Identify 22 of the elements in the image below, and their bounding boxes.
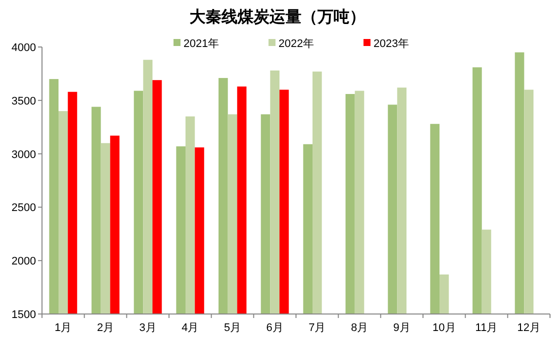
x-tick-label: 2月	[96, 322, 114, 334]
x-tick-label: 9月	[393, 322, 410, 334]
legend-label: 2023年	[374, 38, 409, 50]
y-tick-label: 3500	[12, 95, 36, 108]
y-tick-label: 1500	[12, 309, 36, 321]
y-tick-label: 2500	[12, 202, 36, 214]
y-tick-label: 2000	[12, 256, 36, 268]
y-tick-label: 3000	[12, 148, 36, 161]
x-tick-label: 5月	[224, 322, 242, 334]
x-tick-label: 11月	[475, 322, 498, 334]
x-tick-label: 10月	[432, 322, 456, 334]
y-tick-label: 4000	[12, 42, 36, 54]
legend-label: 2021年	[184, 38, 219, 50]
x-tick-label: 7月	[308, 322, 326, 334]
x-tick-label: 3月	[139, 322, 156, 334]
chart-title: 大秦线煤炭运量（万吨）	[190, 8, 366, 26]
x-tick-label: 1月	[54, 322, 72, 334]
x-tick-label: 8月	[350, 322, 368, 334]
legend-label: 2022年	[278, 38, 314, 50]
x-tick-label: 4月	[182, 322, 199, 334]
x-tick-label: 6月	[266, 322, 284, 334]
x-tick-label: 12月	[517, 322, 540, 334]
